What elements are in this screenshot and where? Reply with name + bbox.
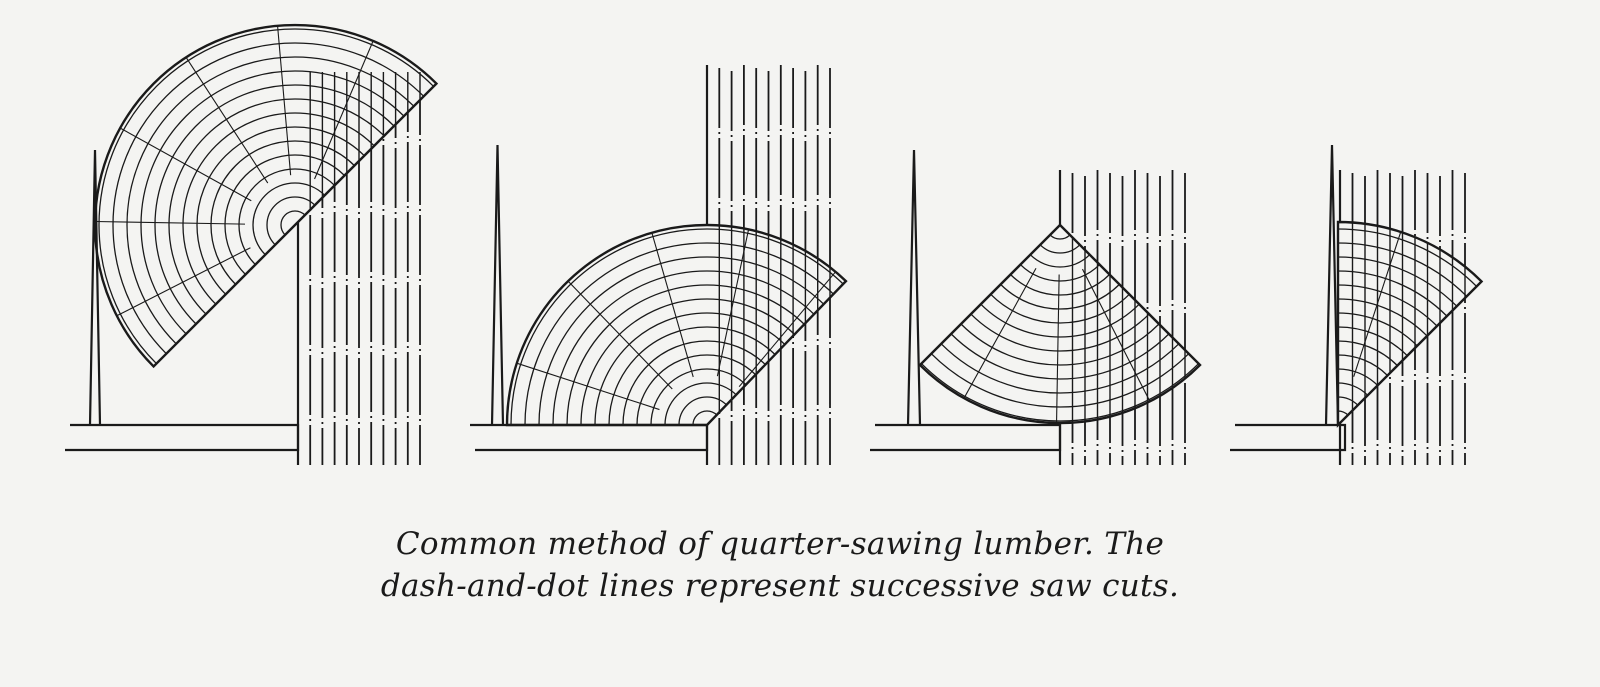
growth-ring xyxy=(510,228,846,425)
saw-fence xyxy=(1324,144,1340,426)
growth-rings xyxy=(95,25,437,367)
growth-ring xyxy=(1031,225,1089,254)
growth-ring xyxy=(1045,225,1075,240)
growth-ring xyxy=(524,242,846,425)
log-outline xyxy=(505,223,848,427)
growth-ring xyxy=(975,225,1145,310)
medullary-ray xyxy=(567,280,673,390)
saw-fence xyxy=(490,144,505,426)
log-outline xyxy=(1336,220,1484,428)
log-face xyxy=(507,224,846,425)
carriage-table xyxy=(65,423,300,452)
log-face xyxy=(919,225,1201,423)
growth-ring xyxy=(989,225,1131,296)
medullary-ray xyxy=(116,247,251,317)
growth-ring xyxy=(636,354,778,425)
medullary-ray xyxy=(314,40,374,180)
growth-ring xyxy=(919,225,1201,394)
growth-ring xyxy=(538,256,846,425)
growth-ring xyxy=(650,368,764,425)
quarter-log-stage-2 xyxy=(470,65,848,465)
saw-fence xyxy=(88,149,102,426)
growth-ring xyxy=(594,312,820,425)
growth-ring xyxy=(947,225,1173,338)
medullary-ray xyxy=(119,127,252,202)
medullary-ray xyxy=(651,232,694,378)
carriage-table xyxy=(1230,423,1347,452)
growth-ring xyxy=(919,225,1201,366)
saw-fence xyxy=(906,149,922,426)
growth-ring xyxy=(126,56,437,367)
growth-ring xyxy=(608,326,806,425)
growth-rings xyxy=(919,225,1201,423)
medullary-ray xyxy=(95,220,246,225)
quarter-log-stage-4 xyxy=(1230,144,1484,465)
growth-ring xyxy=(678,396,736,425)
log-face xyxy=(1338,222,1482,425)
log-outline xyxy=(94,24,439,369)
growth-ring xyxy=(580,298,834,425)
growth-ring xyxy=(933,225,1187,352)
growth-ring xyxy=(692,410,722,425)
log-outline xyxy=(918,223,1202,425)
medullary-ray xyxy=(963,268,1037,399)
caption-line-1: Common method of quarter-sawing lumber. … xyxy=(395,526,1165,562)
growth-ring xyxy=(112,42,437,367)
carriage-table xyxy=(470,423,709,452)
quarter-log-stage-3 xyxy=(870,149,1202,465)
growth-ring xyxy=(98,28,437,367)
growth-ring xyxy=(1003,225,1117,282)
growth-ring xyxy=(622,340,792,425)
growth-ring xyxy=(552,270,846,425)
medullary-ray xyxy=(738,271,836,388)
caption-line-2: dash-and-dot lines represent successive … xyxy=(380,568,1180,604)
medullary-ray xyxy=(185,56,269,184)
growth-ring xyxy=(961,225,1159,324)
carriage-table xyxy=(870,423,1062,452)
growth-ring xyxy=(919,225,1201,380)
growth-ring xyxy=(566,284,846,425)
growth-ring xyxy=(919,225,1201,408)
medullary-ray xyxy=(1055,274,1060,423)
growth-ring xyxy=(140,70,437,367)
quarter-log-stage-1 xyxy=(65,24,439,465)
medullary-ray xyxy=(516,362,660,411)
growth-ring xyxy=(664,382,750,425)
growth-ring xyxy=(919,225,1201,422)
medullary-ray xyxy=(277,25,292,176)
medullary-ray xyxy=(1081,268,1151,402)
growth-ring xyxy=(1017,225,1103,268)
